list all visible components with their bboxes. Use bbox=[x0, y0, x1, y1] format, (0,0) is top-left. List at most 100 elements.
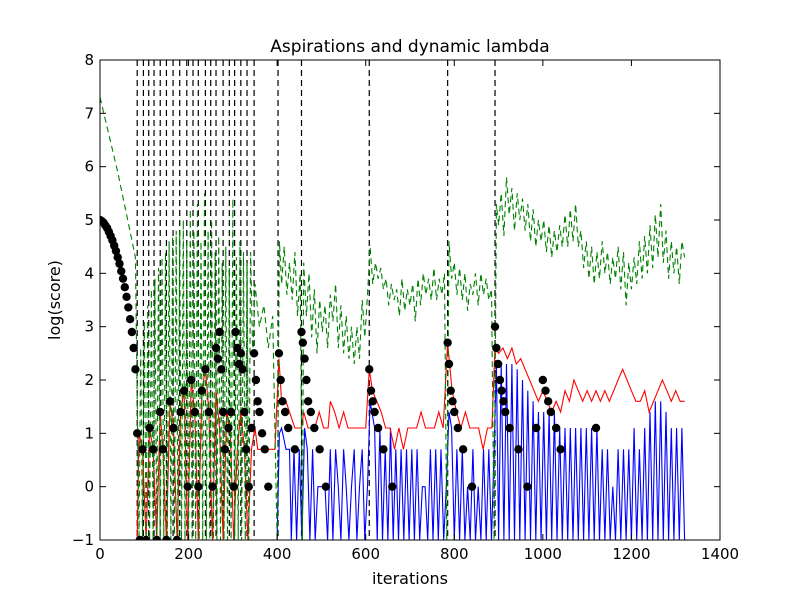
data-point bbox=[388, 482, 397, 491]
data-point bbox=[493, 359, 503, 369]
data-point bbox=[122, 292, 131, 301]
y-tick-label: 8 bbox=[84, 51, 94, 69]
data-point bbox=[111, 246, 121, 256]
data-point bbox=[179, 386, 189, 395]
data-point bbox=[148, 445, 158, 454]
data-point bbox=[501, 407, 510, 417]
data-point bbox=[444, 359, 454, 369]
data-point bbox=[373, 423, 383, 433]
data-point bbox=[514, 445, 523, 454]
x-axis-label: iterations bbox=[372, 569, 448, 588]
y-tick-label: 4 bbox=[84, 264, 94, 282]
data-point bbox=[448, 397, 457, 406]
series-blue-line bbox=[100, 363, 686, 540]
y-tick-label: 6 bbox=[84, 158, 94, 176]
data-point bbox=[368, 397, 377, 406]
data-point bbox=[453, 423, 463, 433]
data-point bbox=[303, 397, 313, 406]
data-point bbox=[208, 482, 217, 491]
x-tick-label: 1200 bbox=[612, 545, 650, 563]
x-tick-label: 1400 bbox=[701, 545, 739, 563]
data-point bbox=[162, 535, 171, 540]
data-point bbox=[218, 407, 228, 417]
data-point bbox=[141, 535, 151, 540]
y-tick-label: 0 bbox=[84, 478, 94, 496]
data-point bbox=[370, 407, 379, 417]
data-point bbox=[458, 445, 468, 454]
data-point bbox=[315, 445, 324, 454]
y-axis-label: log(score) bbox=[45, 260, 64, 340]
data-point bbox=[158, 445, 168, 454]
x-tick-label: 800 bbox=[440, 545, 469, 563]
data-point bbox=[297, 327, 306, 337]
data-point bbox=[129, 343, 138, 353]
data-point bbox=[497, 386, 506, 395]
x-tick-label: 1000 bbox=[524, 545, 562, 563]
data-point bbox=[298, 338, 308, 347]
data-point bbox=[278, 397, 287, 406]
y-tick-label: 3 bbox=[84, 318, 94, 336]
data-point bbox=[118, 274, 128, 283]
data-point bbox=[211, 343, 221, 353]
data-point bbox=[251, 375, 261, 385]
data-point bbox=[276, 375, 285, 385]
data-point bbox=[523, 482, 532, 491]
data-point bbox=[127, 327, 137, 337]
data-point bbox=[284, 423, 293, 433]
axes-frame bbox=[99, 59, 721, 541]
data-point bbox=[499, 397, 508, 406]
data-point bbox=[300, 354, 309, 363]
data-point bbox=[201, 365, 210, 374]
data-point bbox=[125, 315, 135, 324]
data-point bbox=[467, 482, 477, 491]
data-point bbox=[176, 407, 185, 417]
y-tick-label: −1 bbox=[72, 531, 94, 549]
data-point bbox=[365, 365, 374, 374]
data-point bbox=[280, 407, 290, 417]
data-point bbox=[446, 386, 455, 395]
data-point bbox=[187, 375, 196, 385]
data-point bbox=[240, 407, 249, 417]
chart-title: Aspirations and dynamic lambda bbox=[270, 37, 549, 57]
data-point bbox=[194, 482, 203, 491]
data-point bbox=[236, 349, 246, 358]
data-point bbox=[379, 445, 388, 454]
data-point bbox=[546, 407, 556, 417]
data-point bbox=[156, 407, 165, 417]
data-point bbox=[244, 482, 253, 491]
data-point bbox=[238, 365, 247, 374]
data-point bbox=[443, 338, 452, 347]
data-point bbox=[260, 445, 269, 454]
data-point bbox=[204, 407, 214, 417]
data-point bbox=[538, 375, 548, 385]
x-tick-label: 600 bbox=[351, 545, 380, 563]
data-point bbox=[220, 445, 230, 454]
data-point bbox=[113, 253, 122, 262]
data-point bbox=[133, 429, 142, 438]
data-point bbox=[224, 423, 233, 433]
data-point bbox=[241, 445, 251, 454]
data-point bbox=[172, 535, 182, 540]
data-point bbox=[321, 482, 331, 491]
data-point bbox=[264, 482, 273, 491]
y-tick-label: 2 bbox=[84, 371, 94, 389]
data-point bbox=[217, 365, 226, 374]
data-point bbox=[492, 343, 501, 353]
y-tick-label: 7 bbox=[84, 104, 94, 122]
series-red-line bbox=[136, 342, 685, 540]
series-black bbox=[100, 215, 601, 540]
data-point bbox=[117, 267, 126, 276]
data-point bbox=[450, 407, 459, 417]
data-point bbox=[257, 429, 267, 438]
data-point bbox=[231, 327, 240, 337]
series-green-line bbox=[100, 97, 686, 540]
data-point bbox=[135, 535, 145, 540]
data-point bbox=[366, 386, 376, 395]
data-point bbox=[551, 423, 561, 433]
y-tick-label: 5 bbox=[84, 211, 94, 229]
data-point bbox=[124, 303, 133, 312]
x-tick-label: 400 bbox=[263, 545, 292, 563]
data-point bbox=[249, 349, 259, 358]
x-tick-label: 0 bbox=[95, 545, 105, 563]
